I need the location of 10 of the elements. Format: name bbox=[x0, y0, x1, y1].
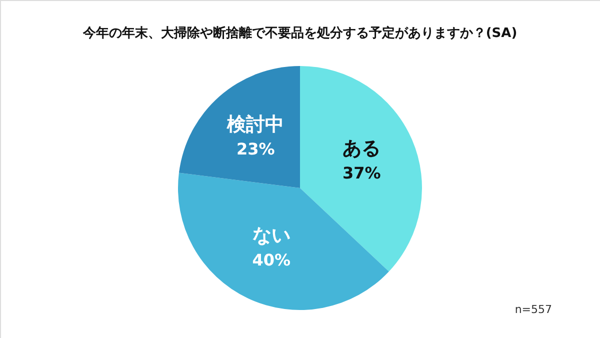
slice-label: ある bbox=[342, 137, 381, 160]
chart-title: 今年の年末、大掃除や断捨離で不要品を処分する予定がありますか？(SA) bbox=[82, 25, 518, 41]
data-label: 40% bbox=[252, 250, 291, 270]
slice-label: 検討中 bbox=[226, 114, 284, 136]
data-label: 23% bbox=[236, 140, 275, 159]
pie-slice bbox=[300, 66, 422, 272]
text: n=557 bbox=[514, 303, 552, 316]
data-label: 37% bbox=[342, 163, 381, 182]
pie-slice bbox=[178, 66, 300, 188]
slice-label: ない bbox=[252, 224, 290, 247]
